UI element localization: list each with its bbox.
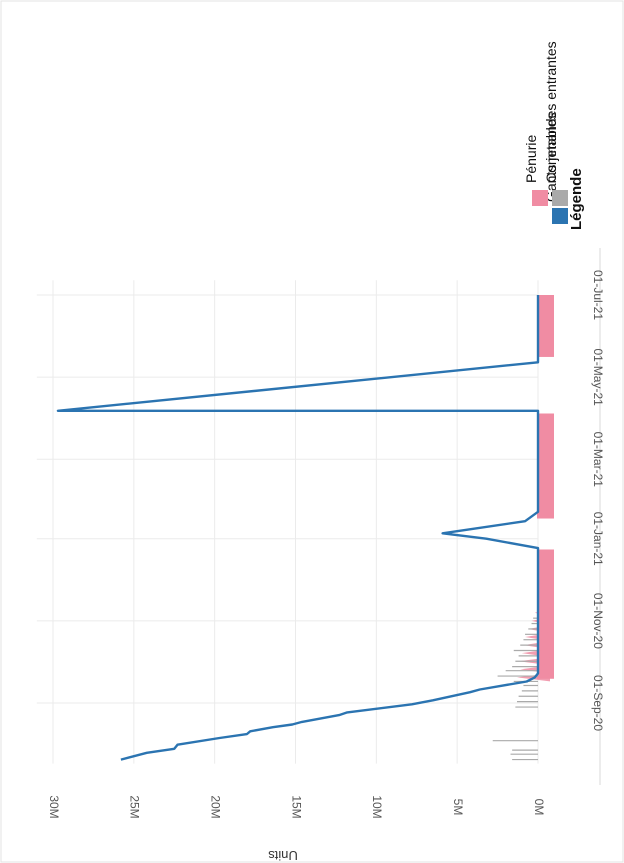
y-axis-title: Units: [268, 848, 298, 863]
y-tick-label: 25M: [128, 795, 142, 818]
shortage-band: [537, 295, 554, 357]
axes: 0M 5M 10M 15M 20M 25M 30M 01-Sep-20 01-Nov-20 01-…: [47, 270, 605, 863]
legend-label: Gants jetables: [543, 113, 559, 203]
y-tick-label: 15M: [289, 795, 303, 818]
x-tick-label: 01-May-21: [591, 348, 605, 406]
legend-key: [532, 190, 548, 206]
legend-key: [552, 208, 568, 224]
legend-title: Légende: [568, 168, 585, 230]
legend-key: [552, 190, 568, 206]
grid-lines: [36, 280, 539, 764]
shortage-spike: [531, 616, 550, 625]
x-tick-label: 01-Mar-21: [591, 432, 605, 488]
gloves-line: [56, 295, 540, 761]
y-tick-label: 30M: [47, 795, 61, 818]
gloves-series: [56, 295, 540, 761]
shortage-spike: [521, 649, 550, 658]
y-tick-label: 20M: [208, 795, 222, 818]
x-tick-label: 01-Nov-20: [591, 593, 605, 649]
y-tick-label: 10M: [370, 795, 384, 818]
shortage-spike: [534, 608, 550, 617]
x-tick-label: 01-Jul-21: [591, 270, 605, 320]
y-tick-label: 0M: [532, 799, 546, 816]
x-tick-label: 01-Jan-21: [591, 512, 605, 566]
shortage-spike: [520, 665, 550, 674]
shortage-band: [537, 413, 554, 519]
legend-label: Commandes entrantes: [543, 41, 559, 183]
legend-label: Pénurie: [523, 135, 539, 183]
y-tick-label: 5M: [451, 799, 465, 816]
x-tick-label: 01-Sep-20: [591, 675, 605, 731]
